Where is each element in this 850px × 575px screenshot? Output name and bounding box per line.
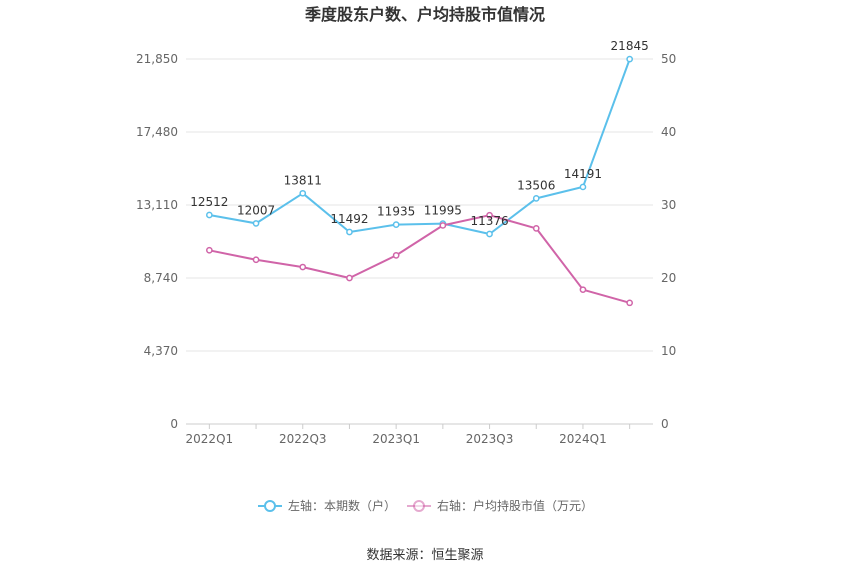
data-label: 11995 [424, 204, 462, 218]
data-labels: 12512 12007 13811 11492 11935 11995 11376 13506… [190, 39, 648, 228]
right-y-tick-label: 0 [661, 417, 669, 431]
data-point[interactable] [206, 211, 213, 219]
left-y-tick-label: 8,740 [144, 271, 178, 285]
data-label: 11935 [377, 205, 415, 219]
data-point[interactable] [486, 211, 493, 219]
right-y-tick-label: 30 [661, 198, 676, 212]
data-point[interactable] [299, 189, 307, 197]
left-y-tick-label: 4,370 [144, 344, 178, 358]
data-point[interactable] [626, 55, 634, 63]
series-line-1 [209, 58, 631, 235]
left-y-tick-label: 17,480 [136, 125, 178, 139]
data-point[interactable] [346, 274, 353, 282]
x-axis: 2022Q1 2022Q3 2023Q1 2023Q3 2024Q1 [186, 423, 653, 446]
data-label: 11492 [330, 212, 368, 226]
data-label: 12512 [190, 195, 228, 209]
right-y-tick-label: 40 [661, 125, 676, 139]
left-y-axis: 0 4,370 8,740 13,110 17,480 21,850 [136, 52, 178, 431]
legend-label: 右轴：户均持股市值（万元） [437, 498, 593, 513]
legend-marker [413, 500, 425, 512]
data-point[interactable] [626, 299, 634, 307]
x-tick-label: 2023Q1 [372, 432, 420, 446]
data-point[interactable] [252, 256, 260, 264]
series-line-2 [209, 214, 630, 304]
x-tick-label: 2024Q1 [559, 432, 607, 446]
x-tick-label: 2022Q3 [279, 432, 327, 446]
legend[interactable]: 左轴：本期数（户） 右轴：户均持股市值（万元） [258, 498, 593, 513]
legend-item-2[interactable]: 右轴：户均持股市值（万元） [407, 498, 593, 513]
data-point[interactable] [486, 230, 493, 238]
legend-label: 左轴：本期数（户） [288, 498, 396, 513]
data-point[interactable] [252, 220, 260, 227]
data-point[interactable] [579, 286, 587, 294]
data-point[interactable] [392, 221, 400, 228]
source-note: 数据来源：恒生聚源 [366, 548, 483, 563]
left-y-tick-label: 13,110 [136, 198, 178, 212]
x-tick-label: 2023Q3 [466, 432, 514, 446]
data-point[interactable] [579, 183, 587, 191]
data-point[interactable] [532, 195, 540, 202]
chart-title: 季度股东户数、户均持股市值情况 [304, 5, 545, 24]
data-label: 12007 [237, 203, 275, 217]
data-label: 13811 [284, 173, 322, 187]
left-y-tick-label: 21,850 [136, 52, 178, 66]
data-point[interactable] [532, 225, 540, 232]
legend-marker [264, 500, 276, 512]
right-y-axis: 0 10 20 30 40 50 [661, 52, 676, 431]
x-tick-label: 2022Q1 [186, 432, 234, 446]
left-y-tick-label: 0 [170, 417, 178, 431]
series-group [206, 55, 634, 307]
right-y-tick-label: 20 [661, 271, 676, 285]
data-label: 14191 [564, 167, 602, 181]
data-label: 13506 [517, 178, 555, 192]
legend-item-1[interactable]: 左轴：本期数（户） [258, 498, 396, 513]
right-y-tick-label: 50 [661, 52, 676, 66]
data-label: 11376 [470, 214, 508, 228]
right-y-tick-label: 10 [661, 344, 676, 358]
data-label: 21845 [611, 39, 649, 53]
data-point[interactable] [439, 222, 447, 229]
data-point[interactable] [392, 252, 400, 259]
data-point[interactable] [299, 263, 307, 271]
data-point[interactable] [206, 246, 213, 254]
data-point[interactable] [346, 228, 353, 236]
